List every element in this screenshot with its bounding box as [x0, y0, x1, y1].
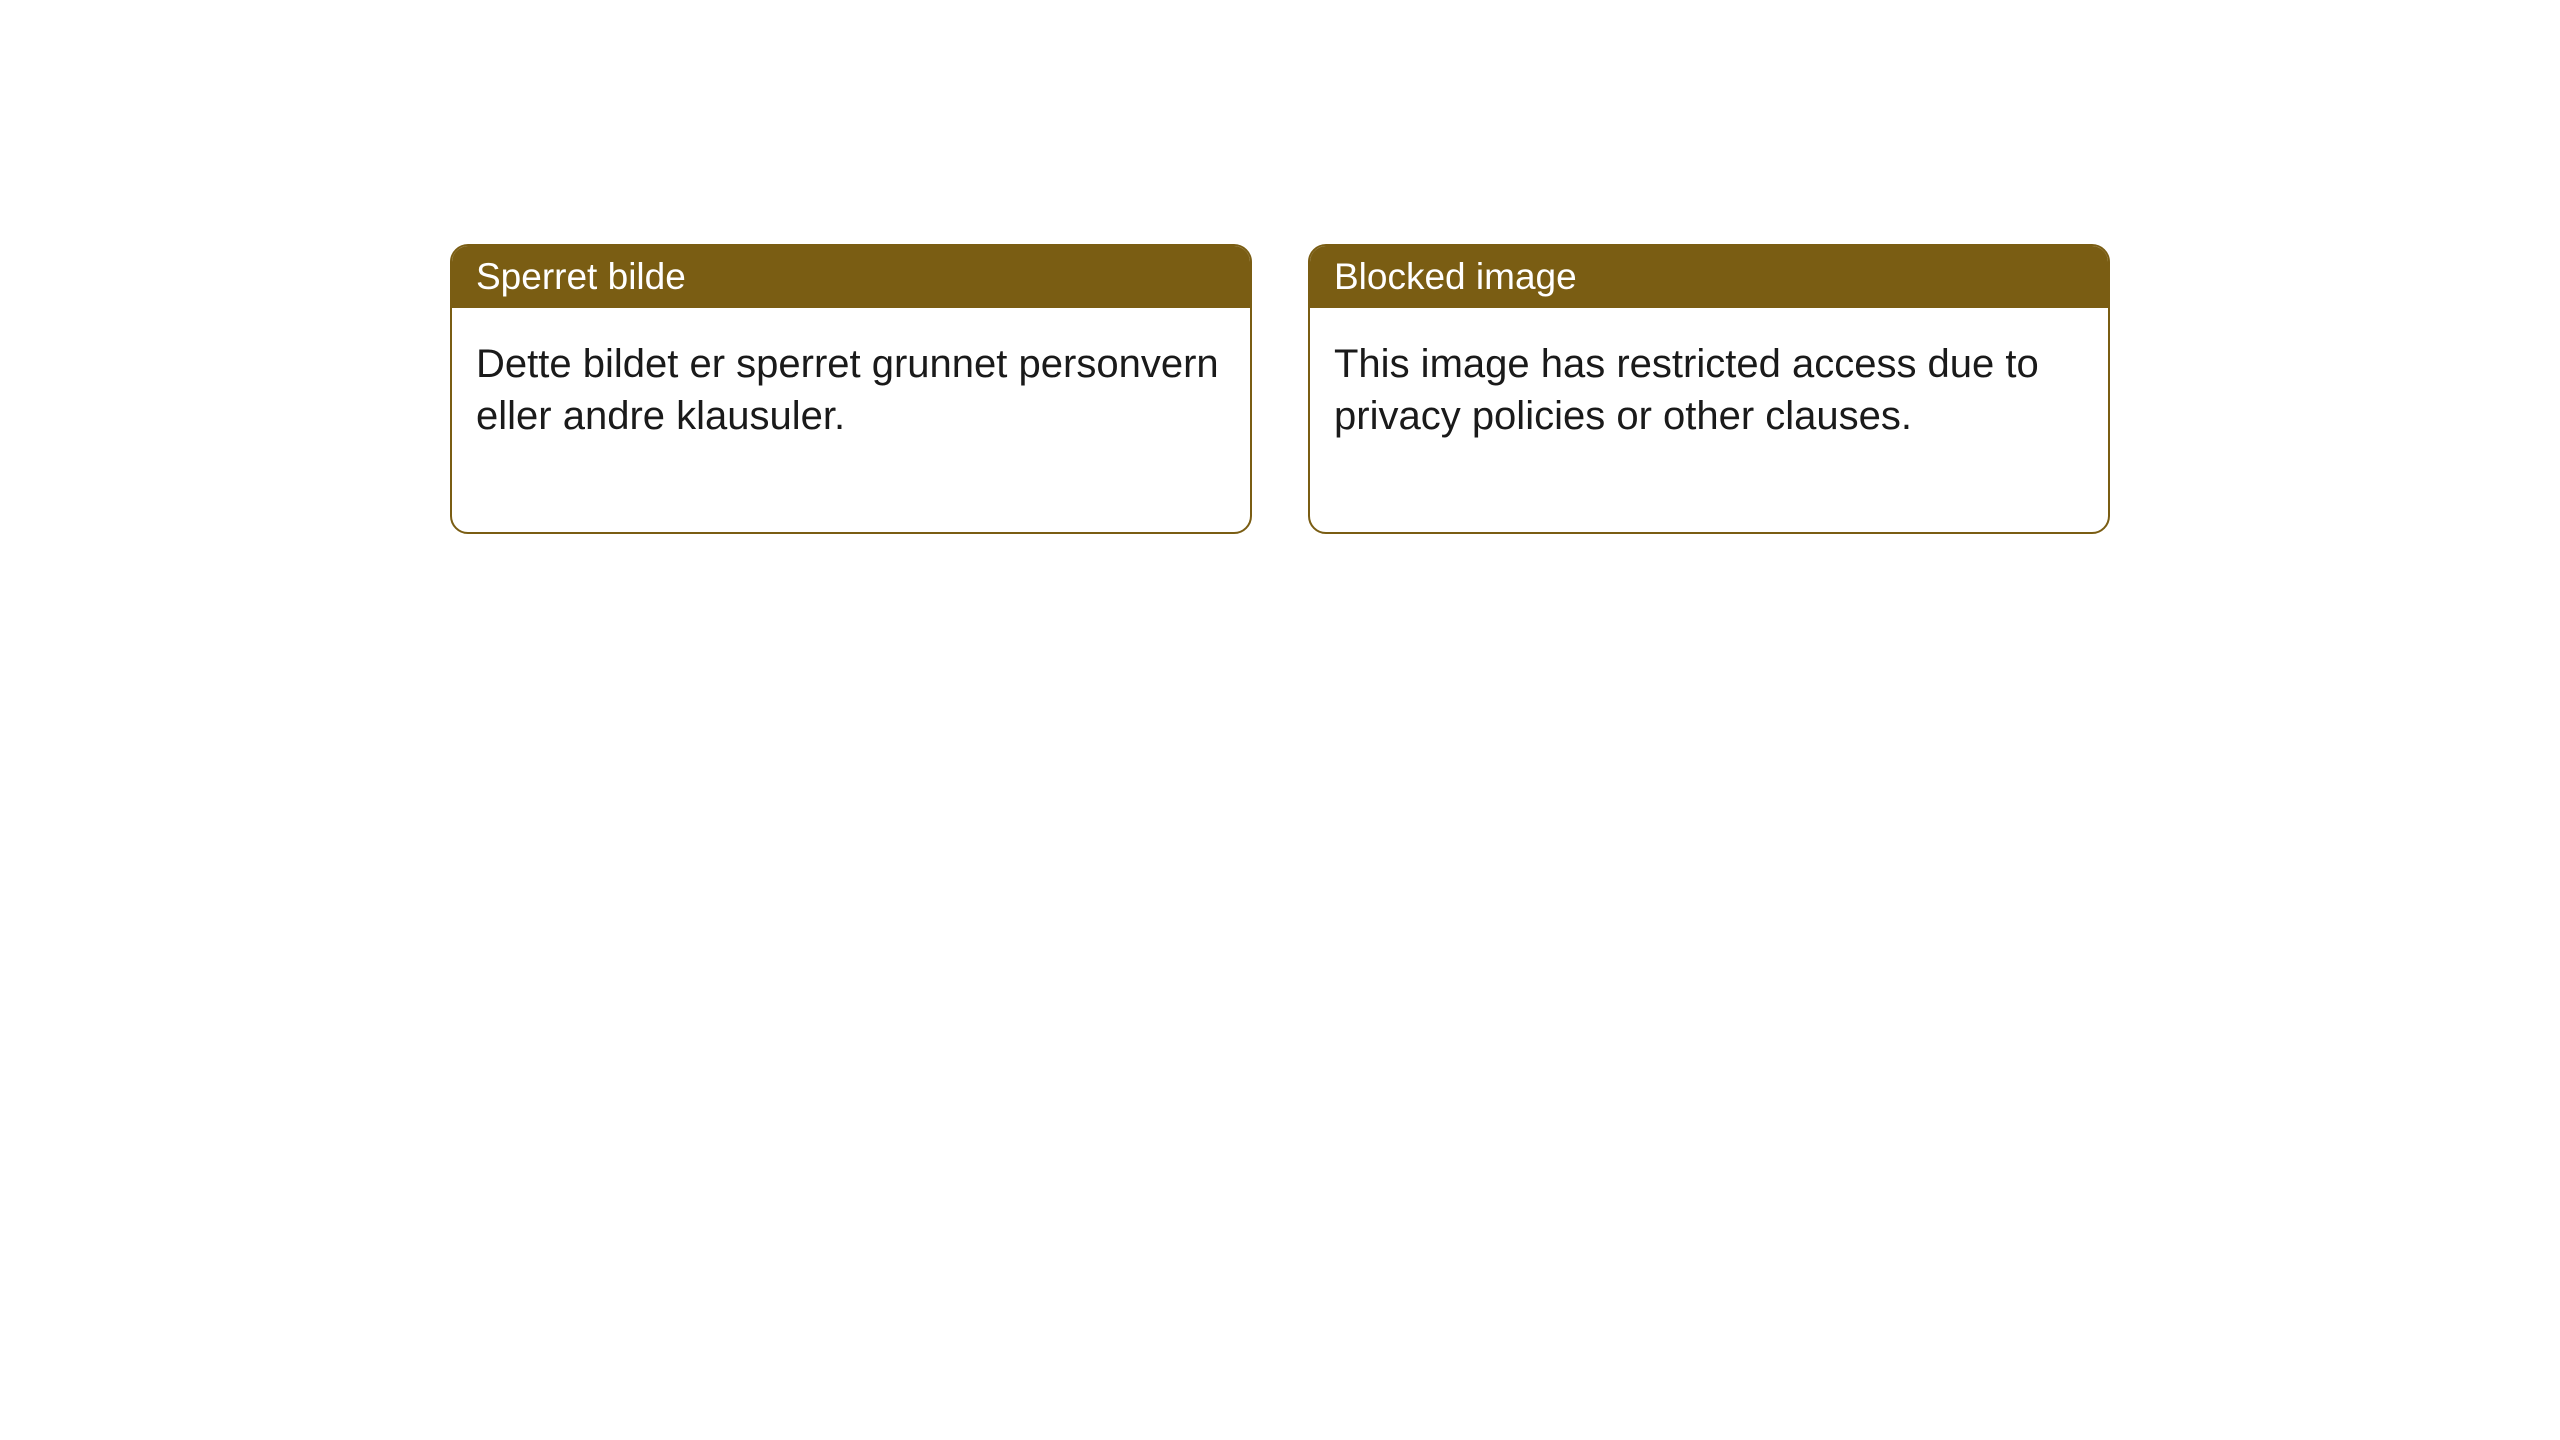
- blocked-image-card-en: Blocked image This image has restricted …: [1308, 244, 2110, 534]
- blocked-image-card-no: Sperret bilde Dette bildet er sperret gr…: [450, 244, 1252, 534]
- card-header: Blocked image: [1310, 246, 2108, 308]
- card-header: Sperret bilde: [452, 246, 1250, 308]
- notice-cards-container: Sperret bilde Dette bildet er sperret gr…: [450, 244, 2110, 534]
- card-body-text: Dette bildet er sperret grunnet personve…: [476, 342, 1219, 438]
- card-body: Dette bildet er sperret grunnet personve…: [452, 308, 1250, 532]
- card-body: This image has restricted access due to …: [1310, 308, 2108, 532]
- card-body-text: This image has restricted access due to …: [1334, 342, 2039, 438]
- card-title: Blocked image: [1334, 256, 1577, 297]
- card-title: Sperret bilde: [476, 256, 686, 297]
